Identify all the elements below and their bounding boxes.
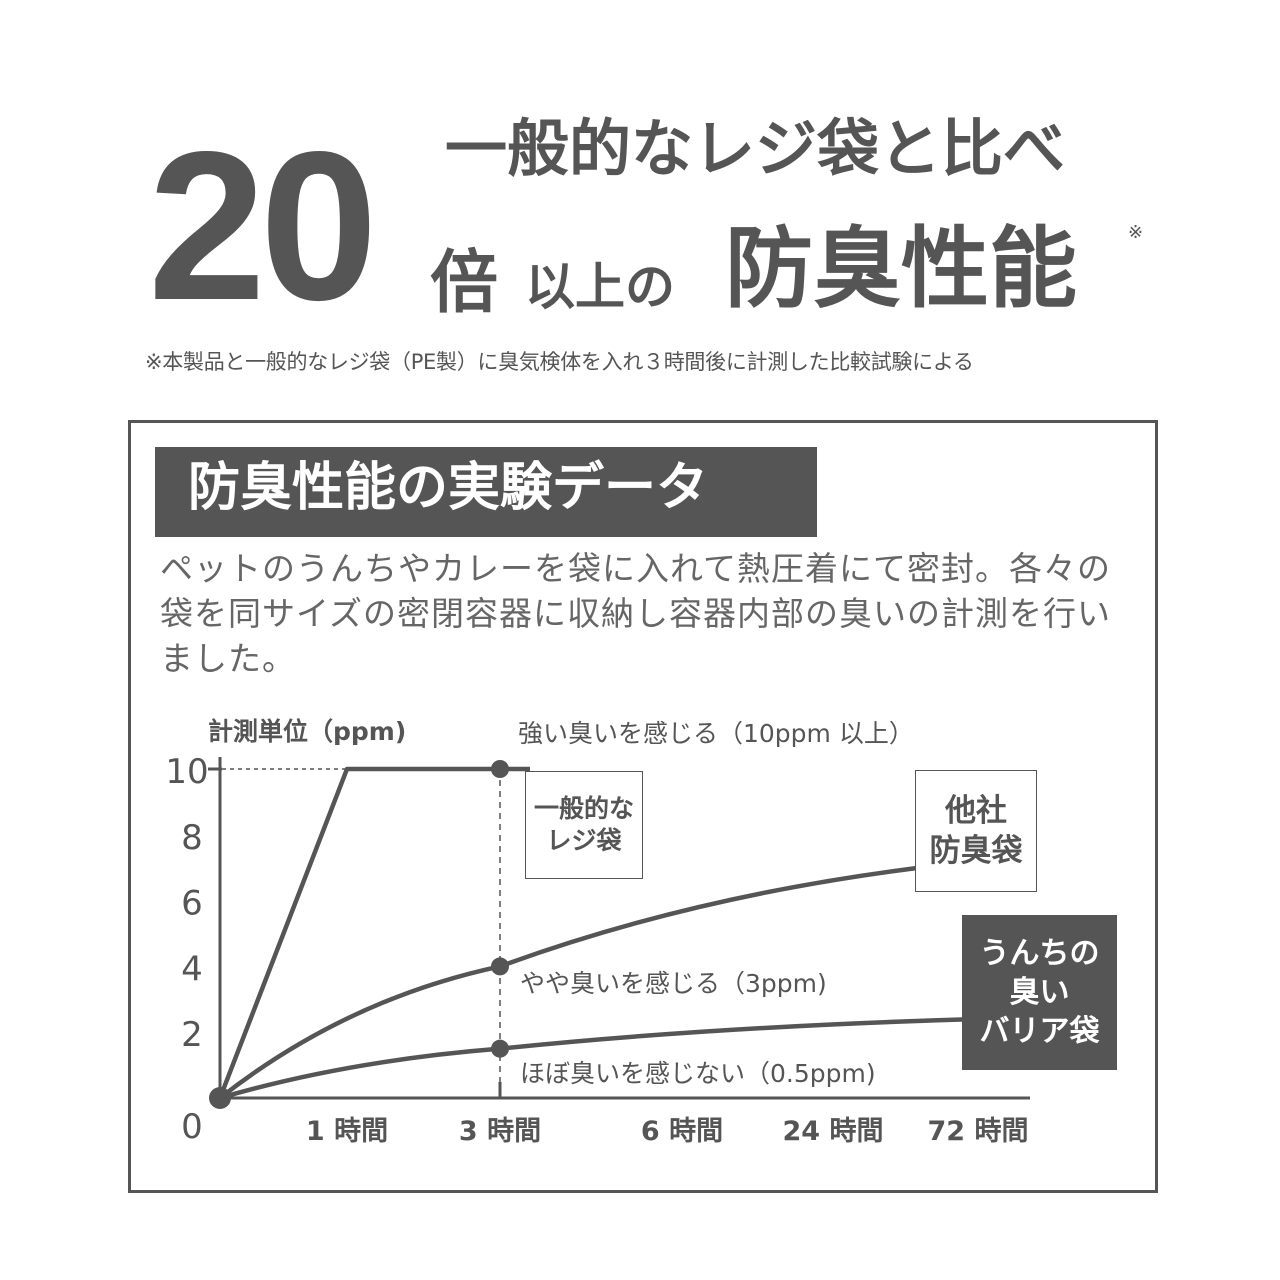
series-label-box: うんちの臭いバリア袋: [962, 915, 1117, 1070]
headline-times: 倍: [430, 244, 499, 323]
description-line: ました。: [160, 639, 296, 678]
series-line-0: [217, 766, 530, 1099]
headline-comparison: 一般的なレジ袋と比べ: [445, 112, 1066, 185]
x-tick-label: 6 時間: [641, 1116, 723, 1147]
section-title: 防臭性能の実験データ: [188, 458, 709, 518]
annotation-label: やや臭いを感じる（3ppm): [520, 969, 827, 998]
y-tick-label: 10: [165, 752, 208, 792]
series-label-line: バリア袋: [979, 1014, 1100, 1049]
series-label-line: うんちの: [979, 936, 1100, 971]
chart-frame: [128, 420, 1158, 1193]
headline-number: 20: [148, 107, 378, 344]
y-axis-label: 計測単位（ppm): [208, 717, 406, 746]
x-tick-label: 3 時間: [459, 1116, 541, 1147]
series-line-2: [219, 1016, 979, 1101]
annotation-label: ほぼ臭いを感じない（0.5ppm): [520, 1059, 876, 1088]
section-title-bar: [155, 447, 817, 537]
annotation-label: 強い臭いを感じる（10ppm 以上）: [518, 719, 914, 748]
description-line: ペットのうんちやカレーを袋に入れて熱圧着にて密封。各々の: [160, 549, 1112, 588]
series-label-line: 他社: [945, 792, 1007, 829]
y-tick-label: 2: [181, 1015, 203, 1055]
note-mark: ※: [1128, 222, 1144, 243]
y-tick-label: 8: [181, 818, 203, 858]
x-tick-label: 1 時間: [306, 1116, 388, 1147]
series-line-1: [218, 858, 979, 1100]
series-label-line: 防臭袋: [929, 833, 1023, 869]
y-tick-label: 4: [181, 949, 203, 989]
headline-emphasis: 防臭性能: [725, 217, 1078, 320]
origin-marker: [209, 1087, 231, 1109]
series-label-line: 臭い: [1009, 975, 1070, 1010]
data-point-marker: [491, 957, 509, 976]
data-point-marker: [491, 1039, 509, 1058]
y-tick-label: 0: [181, 1107, 203, 1147]
x-tick-label: 24 時間: [783, 1116, 884, 1147]
footnote: ※本製品と一般的なレジ袋（PE製）に臭気検体を入れ３時間後に計測した比較試験によ…: [145, 350, 974, 374]
headline-or-more: 以上の: [525, 258, 675, 316]
series-label-line: レジ袋: [546, 826, 622, 855]
series-label-line: 一般的な: [533, 793, 634, 823]
x-tick-label: 72 時間: [928, 1116, 1029, 1147]
y-tick-label: 6: [181, 884, 203, 924]
description-line: 袋を同サイズの密閉容器に収納し容器内部の臭いの計測を行い: [160, 594, 1112, 633]
data-point-marker: [491, 760, 509, 778]
series-label-box: 他社 防臭袋: [915, 770, 1037, 892]
series-label-box: 一般的な レジ袋: [525, 771, 643, 879]
